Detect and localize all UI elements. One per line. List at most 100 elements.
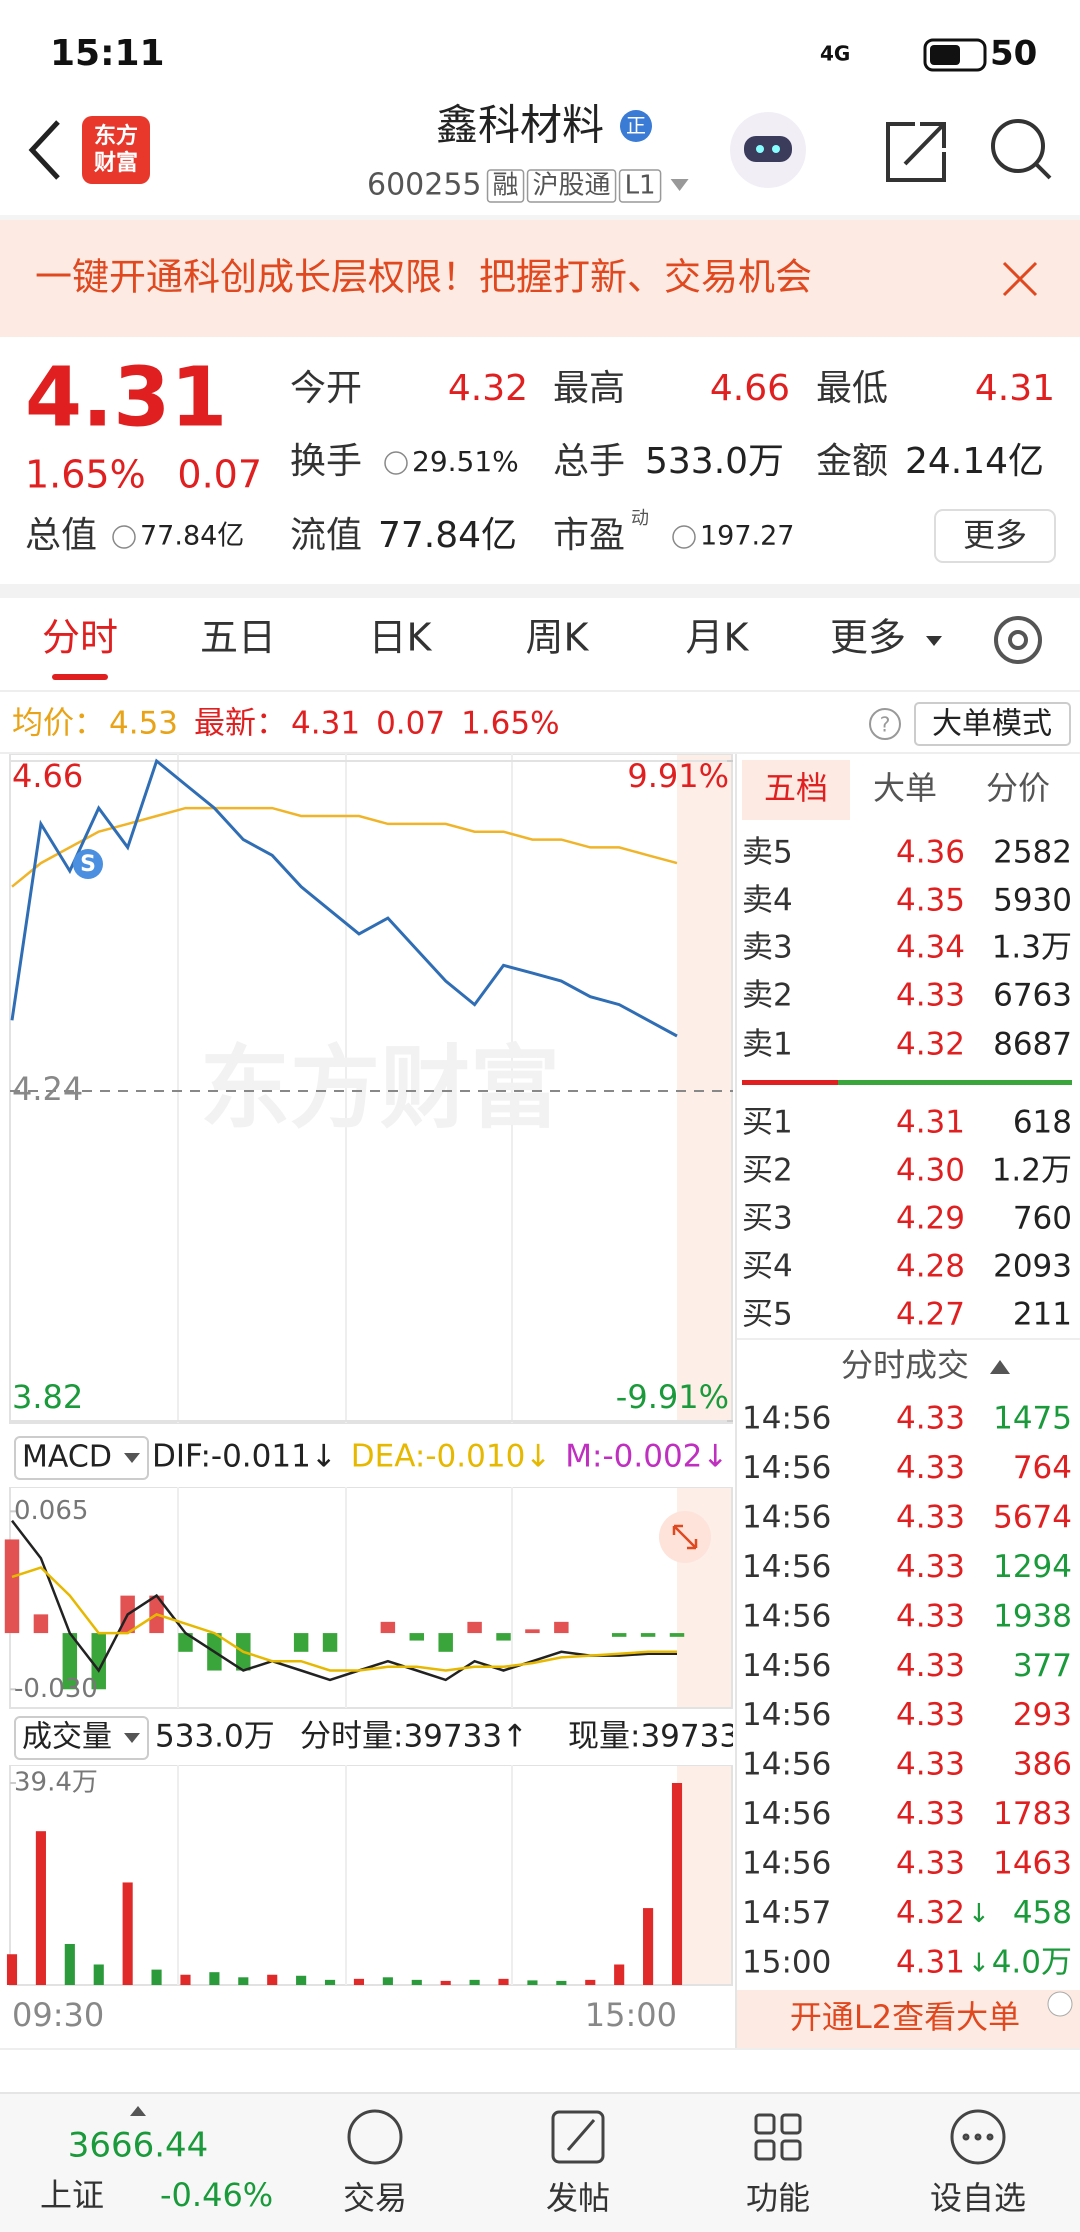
tab[interactable]: 周K [526, 616, 590, 660]
indicator-select[interactable] [14, 1716, 149, 1760]
indicator-name[interactable]: 成交量 [22, 1720, 112, 1755]
trade-time: 14:56 [742, 1549, 831, 1585]
tab[interactable]: 日K [369, 616, 433, 660]
mode-button[interactable] [914, 702, 1071, 746]
book-tab[interactable]: 大单 [873, 769, 937, 807]
l2-banner[interactable] [737, 1990, 1080, 2048]
book-volume: 2093 [993, 1249, 1072, 1285]
nav-item[interactable]: 设自选 [930, 2179, 1026, 2217]
tab[interactable]: 更多 [830, 616, 906, 660]
stat-label: 流值 [290, 515, 362, 556]
trade-volume: 4.0万 [992, 1944, 1072, 1980]
trade-price: 4.31 [896, 1944, 965, 1980]
nav-item[interactable]: 功能 [746, 2179, 810, 2217]
trade-price: 4.33 [896, 1846, 965, 1882]
divider [0, 690, 1080, 692]
post-close-band [677, 1765, 733, 1985]
l2-close[interactable] [1047, 1991, 1073, 2017]
trade-time: 14:57 [742, 1895, 831, 1931]
volume-bar [353, 1978, 365, 1985]
trade-direction: ↓ [968, 1948, 990, 1978]
tab[interactable]: 分时 [42, 616, 118, 660]
tab[interactable]: 五日 [200, 616, 276, 660]
share-icon[interactable] [886, 122, 946, 182]
promo-banner[interactable] [0, 220, 1080, 337]
back-button[interactable] [28, 120, 60, 180]
last-price: 4.31 [25, 350, 227, 445]
info-avg-label: 均价： [12, 706, 105, 742]
book-volume: 1.2万 [992, 1153, 1072, 1189]
macd-bar [322, 1633, 338, 1652]
trade-time: 15:00 [742, 1944, 831, 1980]
trade-volume: 5674 [993, 1499, 1072, 1535]
volume-bar [151, 1969, 162, 1985]
book-tab[interactable]: 五档 [764, 769, 828, 807]
index-toggle[interactable] [130, 2106, 146, 2116]
banner-close[interactable] [1002, 261, 1038, 297]
nav-item[interactable]: 交易 [343, 2179, 407, 2217]
macd-bar [178, 1633, 193, 1652]
book-price: 4.30 [896, 1153, 965, 1189]
stock-code: 600255 [367, 168, 482, 203]
book-volume: 760 [1013, 1201, 1072, 1237]
book-price: 4.32 [896, 1027, 965, 1063]
trade-price: 4.33 [896, 1598, 965, 1634]
more-button-text[interactable]: 更多 [963, 516, 1027, 554]
y-tick-label: 4.24 [12, 1070, 83, 1108]
trade-volume: 1463 [993, 1846, 1072, 1882]
badge-bg [620, 110, 652, 142]
l2-banner-text[interactable]: 开通L2查看大单 [790, 1998, 1020, 2036]
tag-box [526, 169, 617, 203]
y2-tick-label: 9.91% [627, 757, 729, 795]
trade-time: 14:56 [742, 1450, 831, 1486]
volume-bar [671, 1783, 683, 1985]
info-icon [112, 525, 136, 549]
trade-time: 14:56 [742, 1499, 831, 1535]
indicator-select[interactable] [14, 1436, 149, 1480]
search-icon[interactable] [991, 119, 1052, 180]
volume-chart: 39.4万 [6, 1765, 733, 1986]
trade-price: 4.33 [896, 1450, 965, 1486]
y-tick-label: 3.82 [12, 1378, 83, 1416]
macd-bar [33, 1614, 49, 1634]
volume-bar [585, 1979, 596, 1985]
stat-value: 4.31 [975, 368, 1055, 409]
index-value[interactable]: 3666.44 [68, 2126, 209, 2166]
change-pct: 1.65% [25, 453, 146, 497]
divider [0, 2092, 1080, 2094]
dropdown-icon [670, 179, 689, 191]
nav-item[interactable]: 发帖 [546, 2179, 610, 2217]
indicator-name[interactable]: MACD [22, 1440, 112, 1475]
volume-header: 533.0万 分时量:39733↑ 现量:39733 [155, 1719, 739, 1755]
mode-button-text[interactable]: 大单模式 [932, 707, 1052, 742]
legend-entry: DEA:-0.010↓ [351, 1439, 551, 1475]
settings-icon[interactable] [994, 616, 1042, 664]
book-tab-active[interactable] [742, 760, 850, 820]
watermark: 东方财富 [200, 1036, 560, 1141]
robot-icon[interactable] [730, 112, 806, 188]
stat-superscript: 动 [631, 508, 649, 529]
book-price: 4.29 [896, 1201, 965, 1237]
info-latest: 4.31 [291, 706, 360, 742]
volume-bar [527, 1980, 538, 1985]
volume-header-text: 现量:39733 [568, 1719, 739, 1755]
help-icon[interactable] [869, 708, 901, 740]
book-volume: 618 [1013, 1105, 1072, 1141]
trade-direction: ↓ [968, 1899, 990, 1929]
book-tab[interactable]: 分价 [986, 769, 1050, 807]
tab[interactable]: 月K [686, 616, 750, 660]
stat-value: 533.0万 [645, 441, 784, 482]
info-icon [672, 525, 696, 549]
index-name: 上证 [40, 2176, 104, 2214]
chart-frame [9, 754, 733, 1424]
app-logo [82, 116, 150, 184]
volume-header-text: 533.0万 [155, 1719, 275, 1755]
trade-volume: 1938 [993, 1598, 1072, 1634]
more-button[interactable] [934, 509, 1056, 563]
annotation-text: S [80, 852, 96, 877]
banner-text[interactable]: 一键开通科创成长层权限！把握打新、交易机会 [35, 256, 812, 299]
book-price: 4.35 [896, 883, 965, 919]
book-level: 买5 [742, 1297, 793, 1333]
trade-price: 4.33 [896, 1747, 965, 1783]
